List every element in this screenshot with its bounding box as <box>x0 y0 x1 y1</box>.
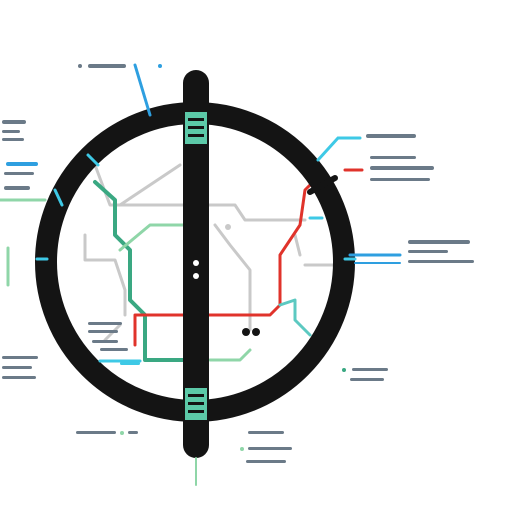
label-cluster-top <box>78 64 162 68</box>
light-green-lower <box>208 348 252 362</box>
center-station-lower <box>193 273 199 279</box>
label-cluster-inner-left <box>88 322 140 365</box>
label-cluster-right-3 <box>342 368 388 381</box>
leader-right-black <box>307 175 338 195</box>
label-cluster-bottom-right <box>240 431 292 463</box>
center-station-upper <box>193 260 199 266</box>
teal-route <box>278 298 312 337</box>
leader-top <box>133 63 152 117</box>
label-cluster-left-2 <box>4 162 38 190</box>
grey-route-center <box>213 223 252 332</box>
label-cluster-right-1 <box>366 134 434 181</box>
ring-accents <box>35 153 357 363</box>
interchange-station <box>242 328 260 336</box>
accent-upper-left <box>86 153 100 167</box>
small-station-grey <box>225 224 231 230</box>
grey-route-diagonal <box>118 163 182 207</box>
label-cluster-left-3 <box>2 356 38 379</box>
green-route <box>93 180 197 362</box>
label-cluster-left-1 <box>2 120 26 141</box>
grey-route-stub <box>293 233 302 257</box>
leader-right-upper <box>316 136 362 162</box>
network-routes <box>0 163 337 362</box>
label-clusters <box>2 64 474 463</box>
grey-route-left <box>83 233 127 317</box>
red-route <box>133 183 312 347</box>
accent-left-upper <box>53 188 64 207</box>
label-cluster-bottom-left <box>76 431 138 435</box>
callout-leaders <box>6 63 402 486</box>
label-cluster-right-2 <box>408 240 474 263</box>
center-bar-panel-marks <box>188 118 204 413</box>
